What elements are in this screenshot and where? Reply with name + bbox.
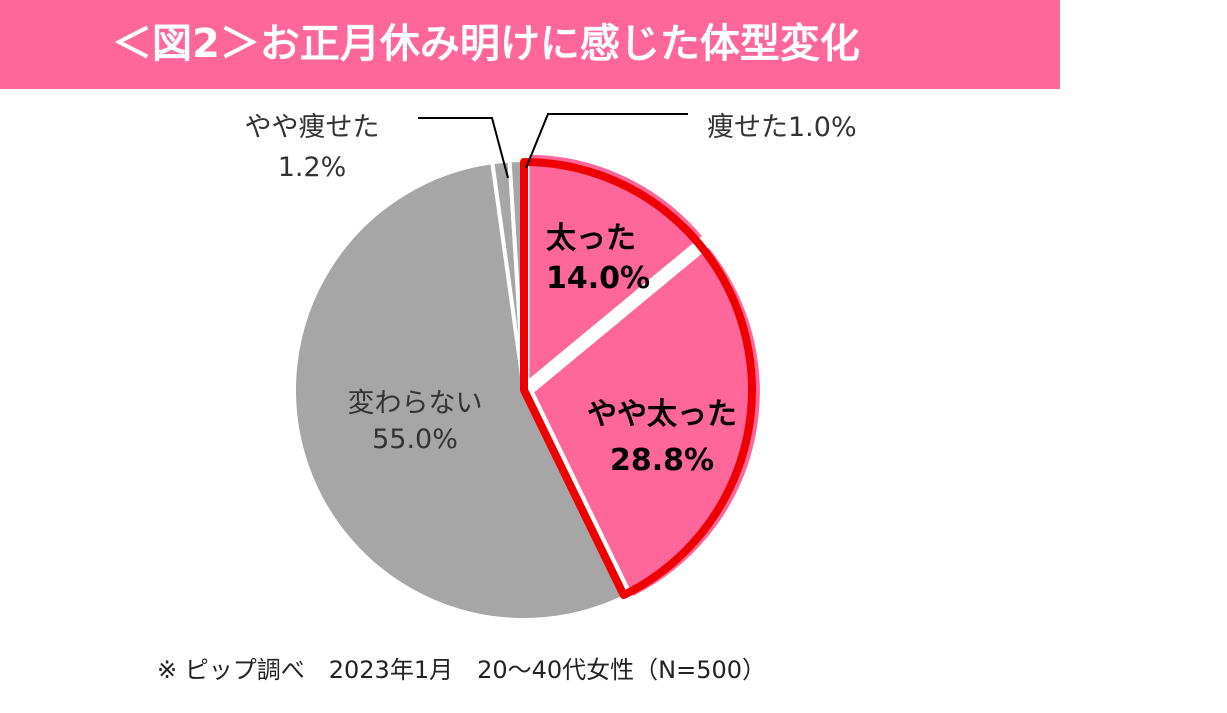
- leader-line-thinner: [525, 113, 688, 169]
- pie-slice-3: [292, 160, 627, 622]
- chart-title: ＜図2＞お正月休み明けに感じた体型変化: [112, 21, 860, 67]
- slice-label-2: やや太った: [587, 397, 737, 432]
- slice-label-5: 痩せた1.0%: [707, 112, 857, 143]
- slice-value-label-1: 14.0%: [546, 261, 650, 296]
- slice-label-1: 太った: [546, 221, 636, 256]
- pie-slice-2: [529, 243, 764, 601]
- title-bar: ＜図2＞お正月休み明けに感じた体型変化: [0, 0, 1060, 89]
- slice-label-4: やや痩せた: [245, 112, 380, 143]
- slice-value-label-3: 55.0%: [372, 424, 458, 455]
- source-footnote: ※ ピップ調べ 2023年1月 20～40代女性（N=500）: [157, 656, 767, 684]
- slice-label-3: 変わらない: [348, 388, 483, 419]
- leader-line-slightly-thinner: [418, 117, 509, 179]
- slice-value-label-2: 28.8%: [610, 443, 714, 478]
- slice-value-label-4: 1.2%: [278, 152, 347, 183]
- highlight-outline: [520, 158, 756, 600]
